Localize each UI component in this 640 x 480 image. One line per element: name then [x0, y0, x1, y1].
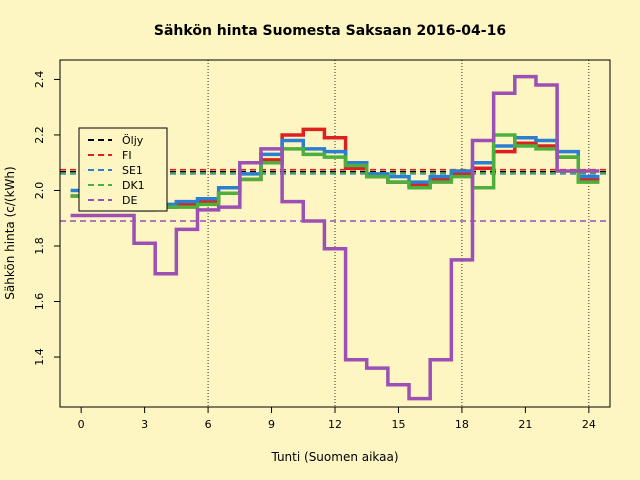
y-tick-label: 2.0: [33, 182, 46, 200]
y-tick-label: 1.4: [33, 348, 46, 366]
legend-entry: FI: [122, 149, 132, 162]
y-tick-label: 1.8: [33, 237, 46, 255]
x-tick-label: 24: [582, 418, 596, 431]
x-tick-label: 9: [268, 418, 275, 431]
x-axis-label: Tunti (Suomen aikaa): [270, 450, 398, 464]
x-tick-label: 21: [518, 418, 532, 431]
chart-title: Sähkön hinta Suomesta Saksaan 2016-04-16: [154, 23, 506, 39]
legend-entry: Öljy: [122, 134, 144, 147]
x-tick-label: 6: [205, 418, 212, 431]
x-tick-label: 15: [391, 418, 405, 431]
x-tick-label: 18: [455, 418, 469, 431]
legend-entry: SE1: [122, 164, 143, 177]
legend-entry: DE: [122, 194, 137, 207]
vertical-reference-lines: [207, 60, 590, 407]
x-tick-label: 12: [328, 418, 342, 431]
y-tick-label: 2.4: [33, 71, 46, 89]
series-line-dk1: [70, 133, 600, 212]
legend: Öljy FI SE1 DK1 DE: [78, 127, 168, 212]
y-tick-label: 1.6: [33, 293, 46, 311]
series-line-de: [70, 74, 600, 401]
x-tick-label: 3: [141, 418, 148, 431]
legend-entry: DK1: [122, 179, 145, 192]
y-axis-label: Sähkön hinta (c/(kWh): [3, 166, 17, 299]
series-group: [70, 74, 600, 401]
x-tick-label: 0: [78, 418, 85, 431]
y-tick-label: 2.2: [33, 126, 46, 144]
x-axis: 0 3 6 9 12 15 18 21 24: [78, 406, 596, 431]
y-axis: 1.4 1.6 1.8 2.0 2.2 2.4: [33, 71, 61, 366]
